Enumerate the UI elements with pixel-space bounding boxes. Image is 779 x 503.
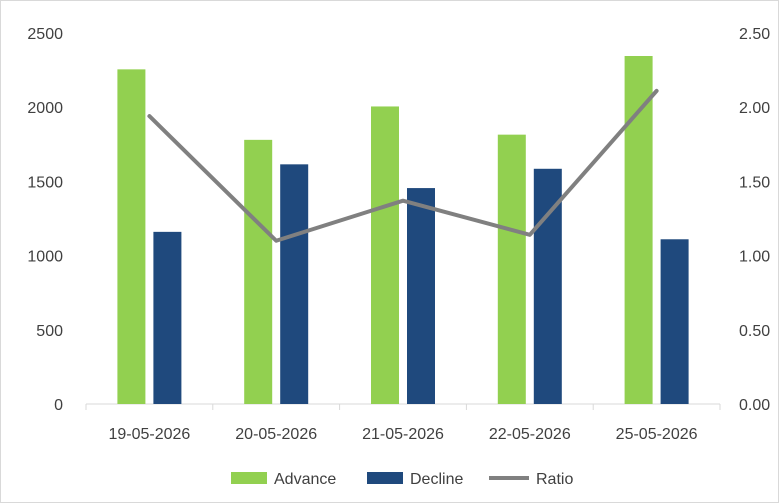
right-tick-label: 1.50 bbox=[739, 174, 770, 191]
bar-advance bbox=[624, 56, 653, 404]
bar-decline bbox=[533, 168, 562, 404]
x-tick-label: 25-05-2026 bbox=[616, 426, 698, 443]
right-tick-label: 0.00 bbox=[739, 397, 770, 414]
left-tick-label: 2500 bbox=[27, 26, 63, 43]
legend-swatch-advance bbox=[231, 472, 267, 484]
x-axis-tick-marks bbox=[85, 404, 721, 410]
legend-label-decline: Decline bbox=[410, 471, 463, 488]
ratio-line-group bbox=[147, 88, 659, 243]
right-axis-ticks: 0.00 0.50 1.00 1.50 2.00 2.50 bbox=[739, 26, 770, 414]
left-tick-label: 2000 bbox=[27, 100, 63, 117]
bar-advance bbox=[244, 139, 273, 404]
x-tick-label: 22-05-2026 bbox=[489, 426, 571, 443]
bar-advance bbox=[371, 106, 399, 404]
bar-advance bbox=[497, 134, 526, 405]
x-tick-label: 19-05-2026 bbox=[108, 426, 190, 443]
left-axis-ticks: 0 500 1000 1500 2000 2500 bbox=[27, 26, 63, 414]
series-line-ratio bbox=[147, 88, 659, 243]
x-axis-labels: 19-05-2026 20-05-2026 21-05-2026 22-05-2026… bbox=[108, 426, 697, 443]
left-tick-label: 1500 bbox=[27, 174, 63, 191]
legend-label-ratio: Ratio bbox=[536, 471, 573, 488]
right-tick-label: 2.50 bbox=[739, 26, 770, 43]
bar-decline bbox=[153, 231, 182, 404]
left-tick-label: 1000 bbox=[27, 249, 63, 266]
legend-label-advance: Advance bbox=[274, 471, 336, 488]
bar-advance bbox=[117, 69, 146, 404]
bars bbox=[117, 56, 689, 405]
legend: Advance Decline Ratio bbox=[231, 471, 573, 488]
bar-decline bbox=[660, 239, 689, 404]
x-tick-label: 21-05-2026 bbox=[362, 426, 444, 443]
left-tick-label: 500 bbox=[36, 323, 63, 340]
x-tick-label: 20-05-2026 bbox=[235, 426, 317, 443]
left-tick-label: 0 bbox=[54, 397, 63, 414]
legend-swatch-decline bbox=[367, 472, 403, 484]
bar-decline bbox=[407, 188, 435, 404]
bar-decline bbox=[280, 164, 309, 404]
right-tick-label: 2.00 bbox=[739, 100, 770, 117]
right-tick-label: 0.50 bbox=[739, 323, 770, 340]
right-tick-label: 1.00 bbox=[739, 249, 770, 266]
